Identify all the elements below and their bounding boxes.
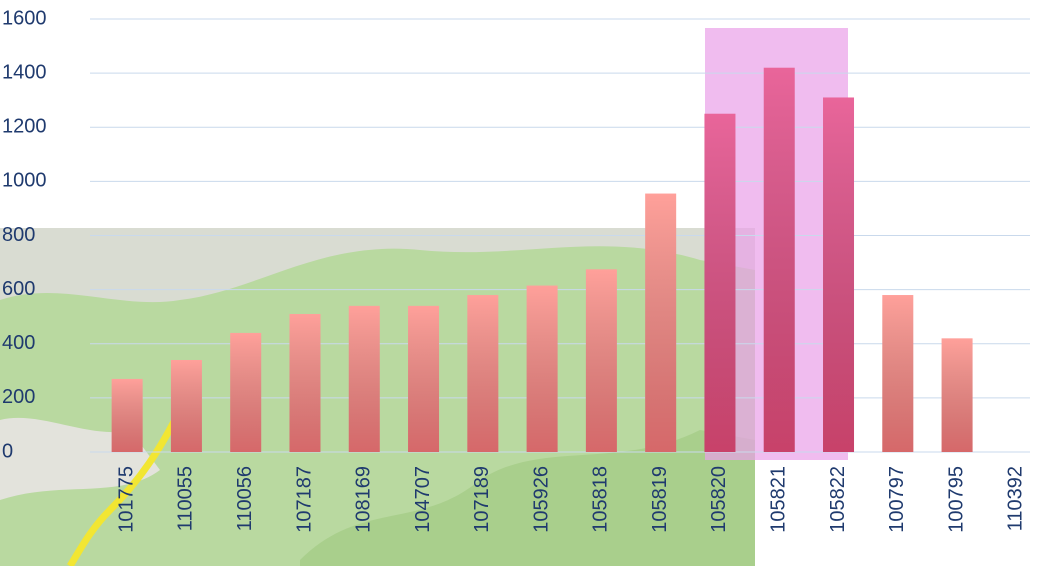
y-tick-label: 600 xyxy=(2,278,35,300)
bar-shade xyxy=(348,305,380,452)
x-tick-label: 104707 xyxy=(412,466,434,533)
y-tick-label: 400 xyxy=(2,332,35,354)
x-tick-label: 105820 xyxy=(708,466,730,533)
x-tick-label: 101775 xyxy=(115,466,137,533)
bar-shade xyxy=(941,338,973,452)
y-tick-label: 0 xyxy=(2,440,13,462)
bar-shade xyxy=(823,97,855,452)
bar-shade xyxy=(170,359,202,452)
bar-shade xyxy=(645,193,677,452)
x-tick-label: 100797 xyxy=(886,466,908,533)
bar-shade xyxy=(408,305,440,452)
bar-shade xyxy=(467,295,499,452)
x-tick-label: 105926 xyxy=(530,466,552,533)
bar-shade xyxy=(289,313,321,452)
y-tick-label: 1000 xyxy=(2,170,47,192)
plot-area: 0 200 400 600 800 1000 1200 1400 1600 101775 11005… xyxy=(2,7,1030,533)
x-tick-label: 100795 xyxy=(945,466,967,533)
x-tick-label: 105822 xyxy=(827,466,849,533)
bar-shade xyxy=(585,269,617,452)
y-tick-label: 1600 xyxy=(2,7,47,29)
y-tick-label: 1400 xyxy=(2,61,47,83)
x-tick-label: 110056 xyxy=(234,466,256,531)
x-tick-label: 110055 xyxy=(175,466,197,531)
x-tick-label: 108169 xyxy=(353,466,375,533)
y-tick-label: 200 xyxy=(2,386,35,408)
bar-shade xyxy=(704,113,736,452)
bar-shade xyxy=(526,285,558,452)
x-tick-label: 107187 xyxy=(293,466,315,533)
y-tick-label: 800 xyxy=(2,224,35,246)
bar-shade xyxy=(111,378,143,452)
y-tick-label: 1200 xyxy=(2,116,47,138)
bar-shade xyxy=(882,295,914,452)
x-tick-label: 105819 xyxy=(649,466,671,533)
x-tick-label: 105818 xyxy=(590,466,612,533)
x-tick-label: 105821 xyxy=(768,466,790,533)
bar-shade xyxy=(763,67,795,453)
bar-shade xyxy=(230,332,262,452)
x-tick-label: 107189 xyxy=(471,466,493,533)
x-tick-label: 110392 xyxy=(1005,466,1027,531)
